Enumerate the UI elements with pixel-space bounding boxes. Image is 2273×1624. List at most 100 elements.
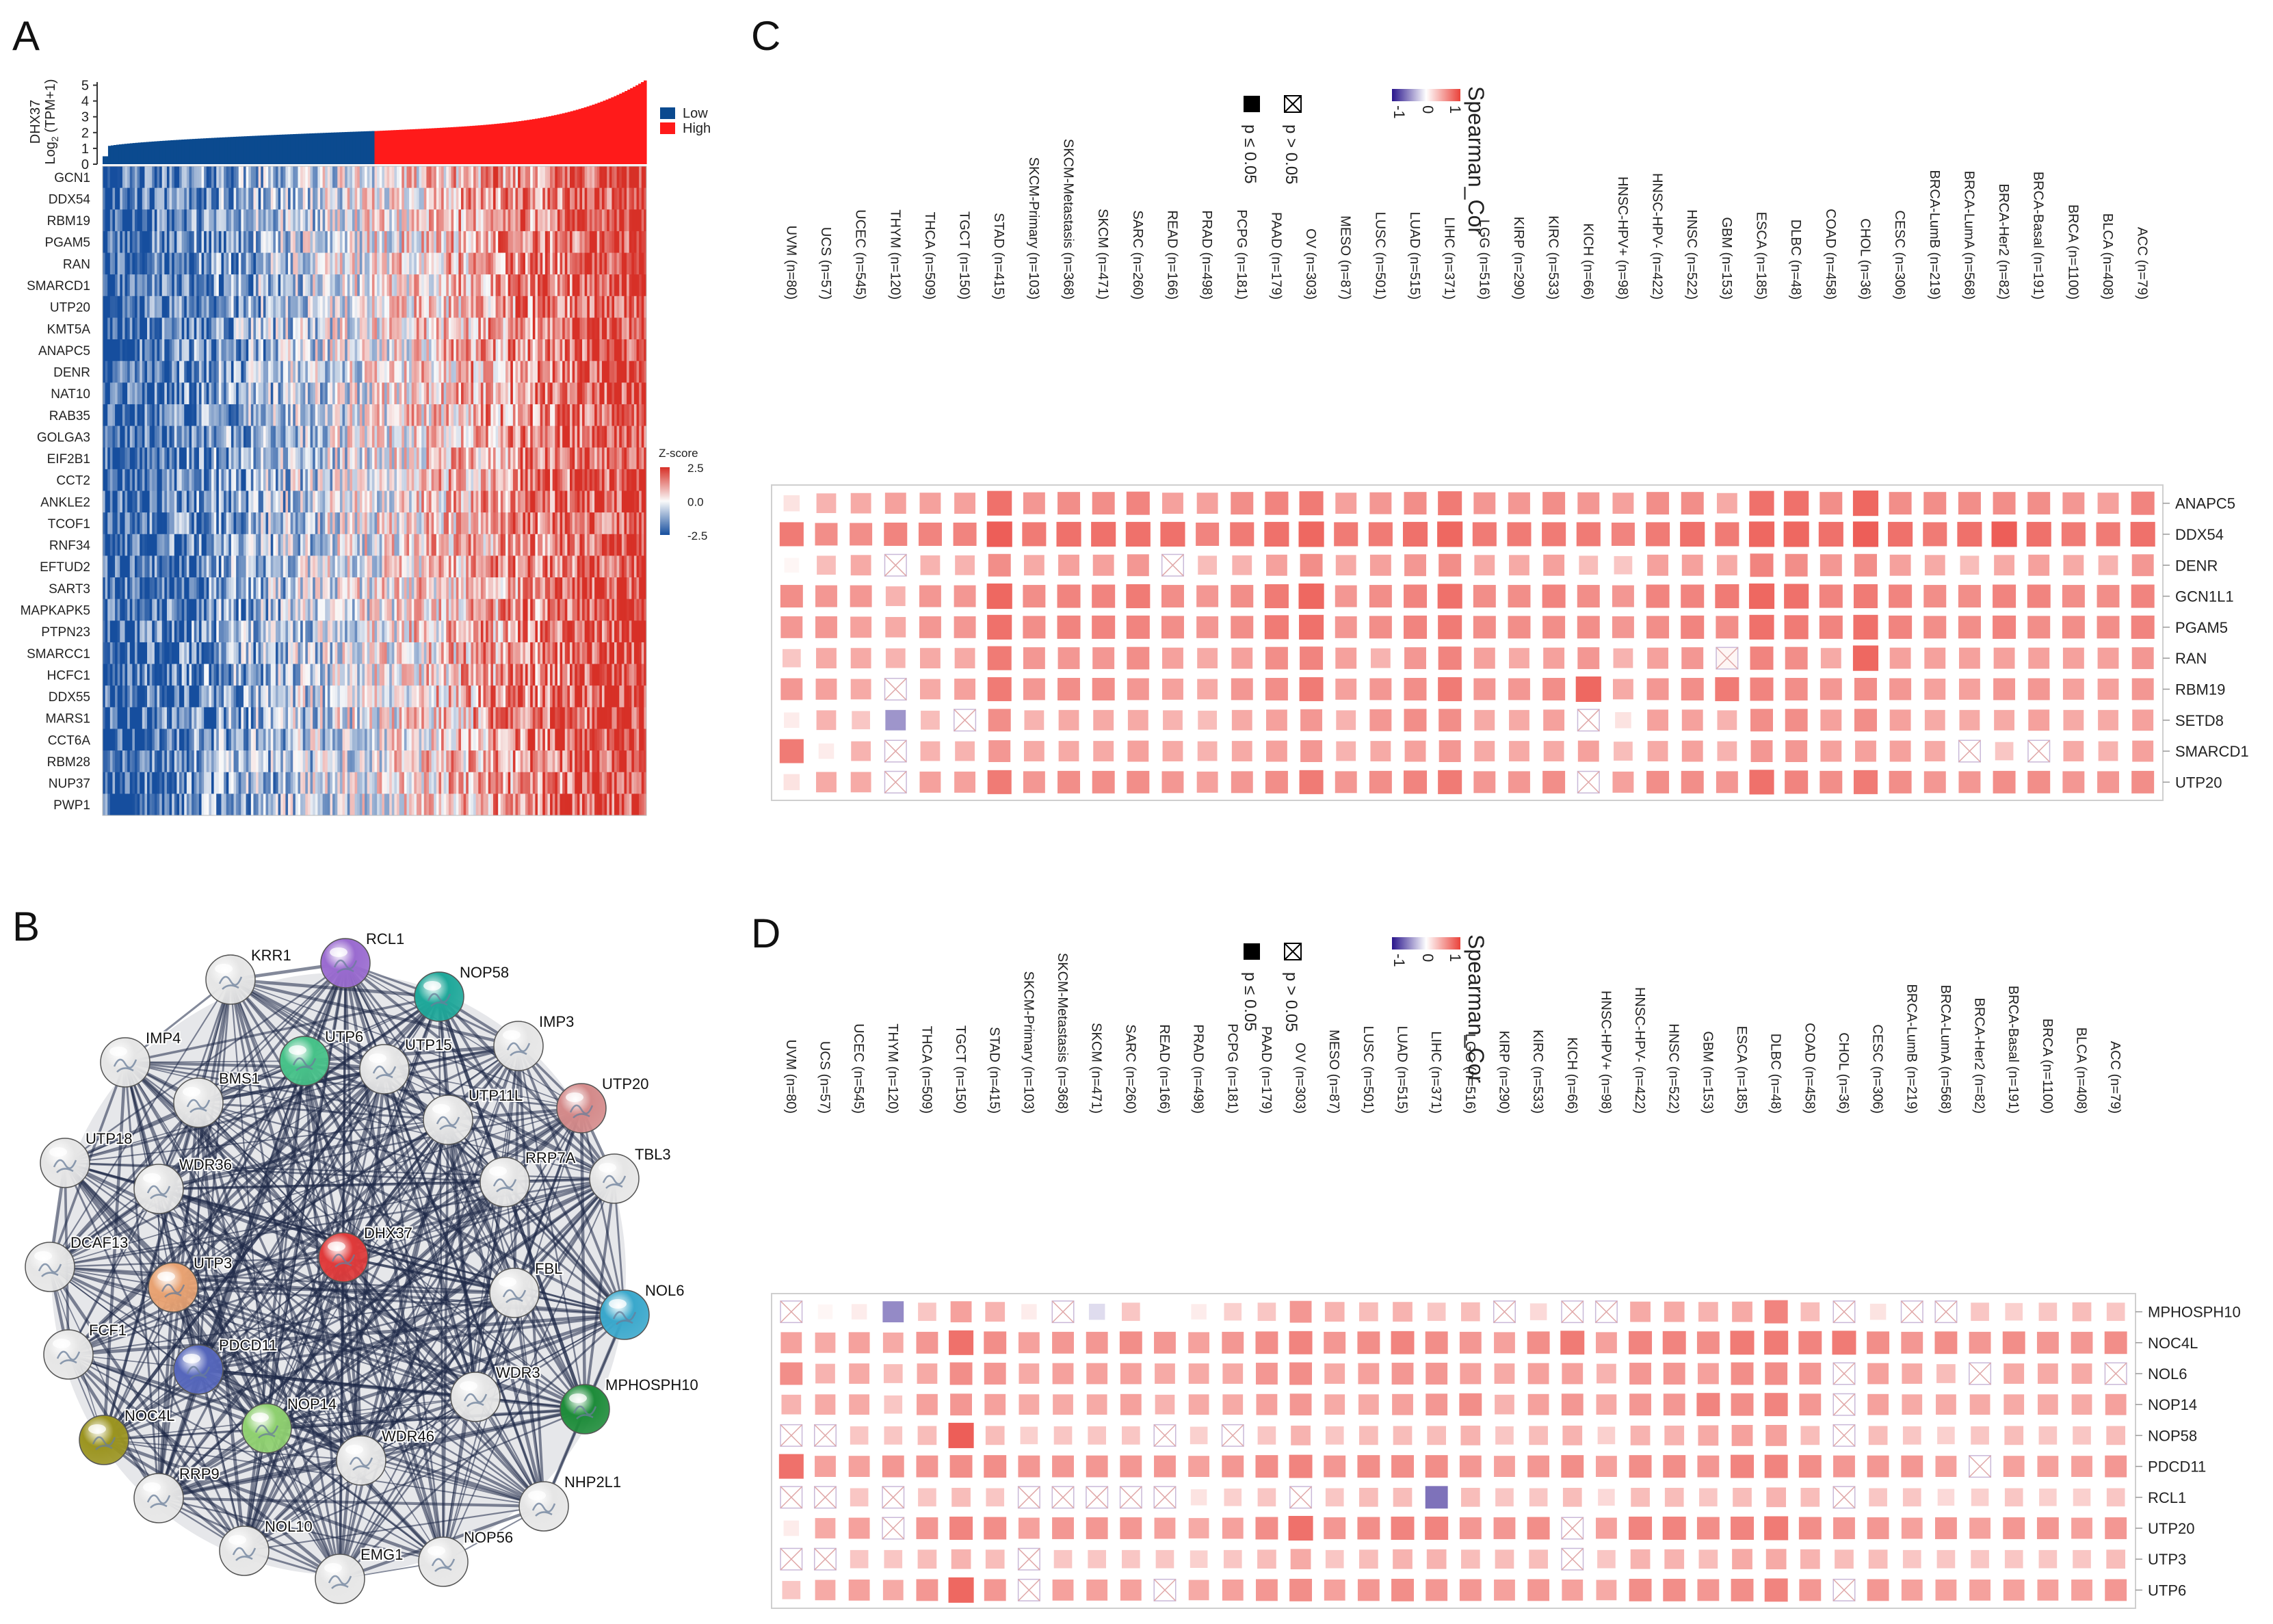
heatmap-cell: [357, 187, 360, 210]
heatmap-cell: [352, 534, 356, 556]
heatmap-cell: [103, 252, 106, 275]
heatmap-cell: [542, 274, 546, 297]
heatmap-cell: [120, 231, 123, 254]
heatmap-cell: [555, 296, 558, 318]
heatmap-cell: [399, 166, 402, 189]
heatmap-cell: [204, 555, 207, 578]
heatmap-cell: [142, 274, 145, 297]
heatmap-cell: [386, 404, 390, 427]
heatmap-cell: [584, 425, 588, 448]
expression-bar: [140, 142, 144, 164]
heatmap-cell: [216, 274, 220, 297]
heatmap-cell: [231, 490, 235, 513]
heatmap-cell: [169, 577, 172, 600]
heatmap-cell: [633, 555, 638, 578]
heatmap-cell: [458, 166, 462, 189]
heatmap-cell: [468, 512, 471, 535]
heatmap-cell: [575, 555, 578, 578]
heatmap-cell: [322, 187, 326, 210]
heatmap-cell: [577, 512, 580, 535]
heatmap-cell: [508, 534, 511, 556]
heatmap-cell: [332, 620, 336, 643]
heatmap-cell: [302, 231, 306, 254]
heatmap-cell: [241, 252, 244, 275]
heatmap-cell: [258, 512, 261, 535]
heatmap-cell: [587, 252, 590, 275]
heatmap-cell: [463, 577, 467, 600]
heatmap-cell: [186, 166, 189, 189]
y-axis-label-unit: Log2 (TPM+1): [43, 79, 60, 164]
heatmap-cell: [575, 317, 578, 340]
expression-bar: [315, 133, 318, 164]
heatmap-cell: [589, 599, 592, 621]
heatmap-cell: [359, 252, 363, 275]
heatmap-cell: [365, 361, 368, 383]
heatmap-cell: [228, 404, 232, 427]
heatmap-cell: [560, 555, 563, 578]
heatmap-cell: [564, 425, 568, 448]
heatmap-cell: [181, 534, 185, 556]
heatmap-cell: [367, 620, 370, 643]
heatmap-cell: [550, 274, 553, 297]
heatmap-cell: [115, 620, 118, 643]
heatmap-cell: [463, 361, 467, 383]
heatmap-cell: [466, 447, 469, 470]
heatmap-cell: [587, 469, 590, 491]
heatmap-cell: [216, 296, 220, 318]
heatmap-cell: [359, 599, 363, 621]
heatmap-cell: [144, 404, 148, 427]
heatmap-cell: [166, 577, 170, 600]
heatmap-cell: [535, 555, 538, 578]
heatmap-cell: [129, 317, 133, 340]
expression-bar: [461, 126, 465, 164]
heatmap-cell: [382, 296, 385, 318]
heatmap-cell: [508, 469, 511, 491]
heatmap-cell: [483, 274, 486, 297]
heatmap-cell: [624, 209, 627, 232]
heatmap-cell: [523, 166, 526, 189]
heatmap-cell: [179, 187, 183, 210]
heatmap-cell: [149, 274, 153, 297]
heatmap-cell: [337, 252, 341, 275]
heatmap-cell: [166, 166, 170, 189]
heatmap-cell: [238, 296, 241, 318]
heatmap-cell: [280, 555, 284, 578]
heatmap-cell: [154, 425, 157, 448]
heatmap-cell: [621, 296, 625, 318]
heatmap-cell: [527, 469, 531, 491]
heatmap-cell: [451, 361, 454, 383]
heatmap-cell: [402, 166, 405, 189]
heatmap-cell: [357, 317, 360, 340]
heatmap-cell: [572, 534, 575, 556]
heatmap-cell: [302, 447, 306, 470]
heatmap-cell: [404, 166, 407, 189]
heatmap-cell: [492, 512, 497, 535]
heatmap-cell: [530, 425, 534, 448]
heatmap-cell: [117, 187, 120, 210]
heatmap-cell: [216, 555, 220, 578]
heatmap-cell: [275, 382, 279, 405]
heatmap-cell: [154, 361, 157, 383]
heatmap-cell: [486, 166, 489, 189]
heatmap-cell: [174, 555, 177, 578]
heatmap-cell: [337, 555, 341, 578]
expression-bar: [562, 113, 566, 164]
heatmap-cell: [322, 382, 326, 405]
heatmap-cell: [434, 534, 437, 556]
expression-bar: [179, 140, 182, 164]
heatmap-cell: [391, 620, 395, 643]
heatmap-cell: [614, 187, 618, 210]
heatmap-cell: [416, 209, 420, 232]
heatmap-cell: [596, 404, 600, 427]
heatmap-cell: [120, 555, 123, 578]
heatmap-cell: [280, 361, 284, 383]
heatmap-cell: [313, 447, 316, 470]
heatmap-cell: [411, 534, 415, 556]
heatmap-cell: [224, 209, 227, 232]
heatmap-cell: [107, 166, 111, 189]
heatmap-cell: [397, 620, 400, 643]
heatmap-cell: [221, 209, 224, 232]
heatmap-cell: [250, 577, 254, 600]
heatmap-cell: [448, 296, 452, 318]
heatmap-cell: [582, 166, 586, 189]
